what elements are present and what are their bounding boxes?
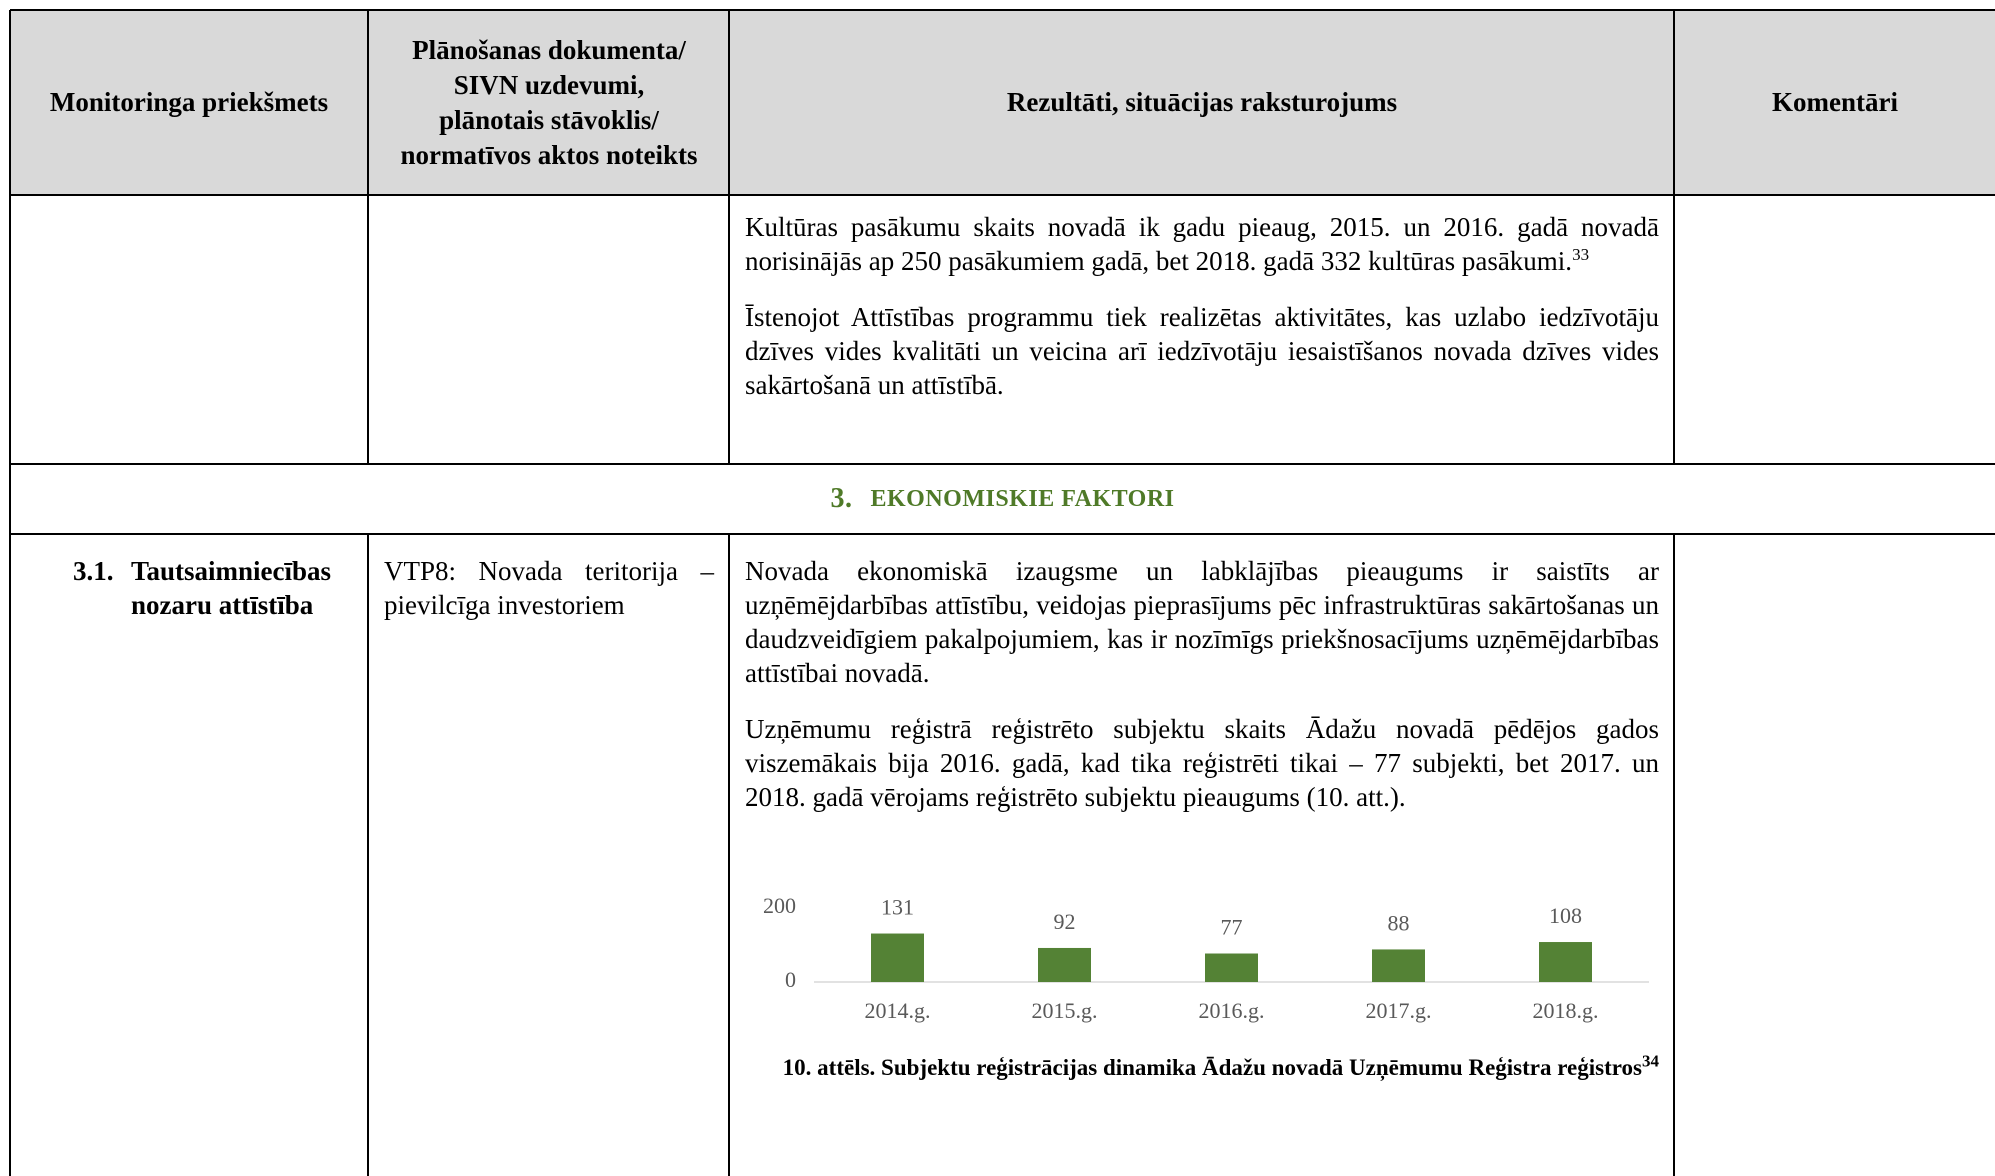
paragraph-text: Novada ekonomiskā izaugsme un labklājība… <box>745 556 1659 688</box>
paragraph: Kultūras pasākumu skaits novadā ik gadu … <box>745 210 1659 278</box>
header-cell: Monitoringa priekšmets <box>10 10 368 195</box>
results-cell: Novada ekonomiskā izaugsme un labklājība… <box>730 554 1674 836</box>
y-tick-label: 200 <box>763 893 796 918</box>
border <box>9 10 11 1176</box>
chart: 0 200 2014.g. 131 2015.g. 92 2016.g. 77 2017.g. 8… <box>763 893 1649 1023</box>
x-tick-label: 2017.g. <box>1366 998 1432 1023</box>
border <box>1673 10 1675 464</box>
data-label: 77 <box>1221 915 1243 940</box>
border <box>728 10 730 464</box>
border <box>10 194 1995 196</box>
data-label: 92 <box>1054 909 1076 934</box>
paragraph: Uzņēmumu reģistrā reģistrēto subjektu sk… <box>745 712 1659 814</box>
header-text: Plānošanas dokumenta/ SIVN uzdevumi, plā… <box>400 34 698 170</box>
border <box>10 463 1995 465</box>
border <box>10 533 1995 535</box>
figure-caption: 10. attēls. Subjektu reģistrācijas dinam… <box>763 1052 1659 1083</box>
section-title: EKONOMISKIE FAKTORI <box>870 486 1175 512</box>
y-tick-label: 0 <box>785 967 796 992</box>
x-tick-label: 2015.g. <box>1032 998 1098 1023</box>
bar <box>871 933 924 982</box>
caption-number: 10. attēls. <box>782 1055 876 1080</box>
section-heading: 3. EKONOMISKIE FAKTORI <box>10 465 1995 533</box>
results-cell: Kultūras pasākumu skaits novadā ik gadu … <box>730 196 1674 424</box>
border <box>10 9 1995 11</box>
header-text: Monitoringa priekšmets <box>49 87 329 117</box>
x-tick-label: 2018.g. <box>1533 998 1599 1023</box>
data-label: 88 <box>1388 910 1410 935</box>
bar <box>1038 947 1091 982</box>
paragraph-text: Īstenojot Attīstības programmu tiek real… <box>745 302 1659 400</box>
header-background <box>10 10 1995 195</box>
task: VTP8: Novada teritorija – pievilcīga inv… <box>384 556 714 620</box>
caption-text: Subjektu reģistrācijas dinamika Ādažu no… <box>881 1055 1642 1080</box>
bar <box>1372 949 1425 982</box>
border <box>367 10 369 464</box>
header-cell: Rezultāti, situācijas raksturojums <box>730 10 1674 195</box>
x-tick-label: 2014.g. <box>865 998 931 1023</box>
section-number: 3. <box>830 483 853 514</box>
header-cell: Komentāri <box>1675 10 1995 195</box>
border <box>1673 534 1675 1176</box>
paragraph-text: Kultūras pasākumu skaits novadā ik gadu … <box>745 212 1659 276</box>
border <box>367 534 369 1176</box>
footnote-ref: 34 <box>1642 1051 1659 1071</box>
data-label: 108 <box>1549 903 1582 928</box>
subject: Tautsaimniecības nozaru attīstība <box>131 556 332 620</box>
header-text: Rezultāti, situācijas raksturojums <box>1006 87 1398 117</box>
header-text: Komentāri <box>1772 87 1898 117</box>
bar <box>1539 942 1592 982</box>
x-tick-label: 2016.g. <box>1199 998 1265 1023</box>
data-label: 131 <box>881 895 914 920</box>
header-cell: Plānošanas dokumenta/ SIVN uzdevumi, plā… <box>369 10 729 195</box>
subject-number: 3.1. <box>73 556 114 586</box>
paragraph: Novada ekonomiskā izaugsme un labklājība… <box>745 554 1659 690</box>
bar <box>1205 953 1258 982</box>
footnote-ref: 33 <box>1572 245 1590 264</box>
border <box>728 534 730 1176</box>
paragraph-text: Uzņēmumu reģistrā reģistrēto subjektu sk… <box>745 714 1659 812</box>
paragraph: Īstenojot Attīstības programmu tiek real… <box>745 300 1659 402</box>
